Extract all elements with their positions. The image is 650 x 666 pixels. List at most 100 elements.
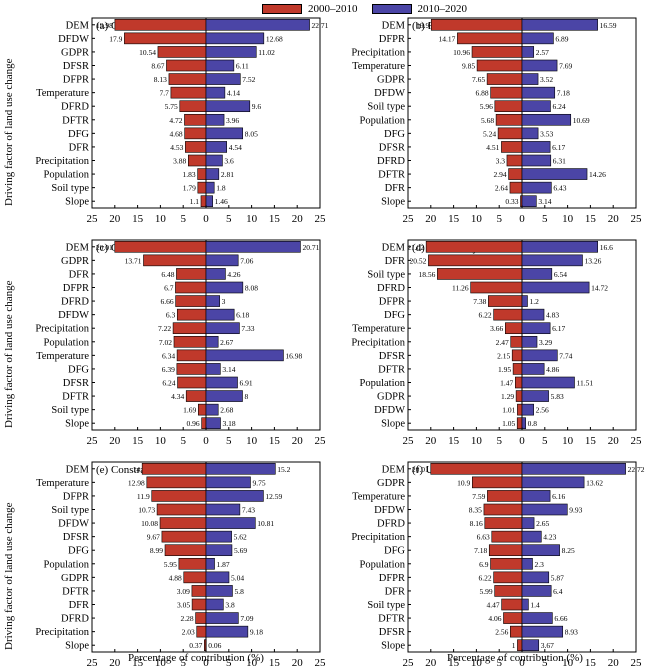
p1-value-label-2010-2020: 4.54 [229, 143, 242, 152]
p4-category-label: Slope [381, 419, 405, 430]
p6-category-label: Precipitation [351, 532, 405, 543]
p1-category-label: DFPR [63, 75, 89, 86]
p3-x-tick-label: 10 [246, 435, 258, 447]
p1-category-label: GDPR [61, 47, 89, 58]
p6-category-label: Slope [381, 641, 405, 652]
p1-bar-2000-2010 [179, 100, 207, 113]
p5-bar-2000-2010 [183, 571, 207, 584]
p6-category-label: DFDW [374, 505, 405, 516]
legend-label-series-a: 2000–2010 [308, 3, 358, 15]
p4-x-tick-label: 15 [448, 435, 460, 447]
p3-category-label: DFSR [63, 378, 89, 389]
p1-category-label: DFTR [62, 115, 89, 126]
p6-category-label: GDPR [377, 478, 405, 489]
p2-bar-2010-2020 [521, 32, 554, 45]
p4-bar-2000-2010 [428, 254, 523, 267]
p3-value-label-2010-2020: 8.08 [245, 284, 258, 293]
p5-x-tick-label: 10 [246, 657, 258, 666]
p3-bar-2010-2020 [205, 322, 240, 335]
p4-value-label-2010-2020: 6.54 [554, 270, 567, 279]
p2-value-label-2010-2020: 6.43 [553, 184, 566, 193]
p3-x-tick-label: 10 [155, 435, 167, 447]
p4-x-tick-label: 5 [542, 435, 548, 447]
p1-value-label-2010-2020: 6.11 [236, 62, 249, 71]
p2-bar-2000-2010 [471, 46, 523, 58]
p3-value-label-2010-2020: 7.06 [240, 256, 253, 265]
p4-value-label-2010-2020: 11.51 [576, 379, 593, 388]
p5-value-label-2010-2020: 7.43 [242, 506, 255, 515]
p1-bar-2010-2020 [205, 100, 251, 113]
p2-category-label: DFDW [374, 88, 405, 99]
p5-value-label-2000-2010: 5.95 [164, 560, 177, 569]
p3-bar-2000-2010 [175, 295, 207, 307]
p2-category-label: GDPR [377, 75, 405, 86]
p5-category-label: DFR [69, 600, 89, 611]
p4-value-label-2000-2010: 18.56 [418, 270, 435, 279]
p2-bar-2000-2010 [494, 100, 523, 113]
p6-value-label-2010-2020: 2.65 [536, 519, 549, 528]
p1-bar-2010-2020 [205, 141, 228, 153]
p3-category-label: Soil type [51, 405, 89, 416]
p5-x-tick-label: 5 [180, 657, 186, 666]
p4-value-label-2010-2020: 14.72 [591, 284, 608, 293]
p1-value-label-2000-2010: 4.72 [169, 116, 182, 125]
p4-value-label-2000-2010: 1.47 [500, 379, 513, 388]
p3-bar-2010-2020 [205, 376, 238, 389]
p3-category-label: DFRD [61, 297, 89, 308]
p1-value-label-2000-2010: 1.1 [190, 197, 200, 206]
p6-bar-2000-2010 [510, 625, 523, 638]
p5-bar-2010-2020 [205, 598, 224, 611]
p5-x-tick-label: 0 [203, 657, 209, 666]
p3-bar-2010-2020 [205, 295, 220, 307]
p1-x-tick-label: 25 [315, 213, 327, 225]
p4-value-label-2000-2010: 1.05 [502, 419, 515, 428]
p2-category-label: Slope [381, 197, 405, 208]
p3-bar-2000-2010 [176, 268, 207, 280]
p4-value-label-2010-2020: 3.29 [539, 338, 552, 347]
p5-category-label: DFPR [63, 491, 89, 502]
p1-value-label-2010-2020: 8.05 [245, 129, 258, 138]
p1-bar-2000-2010 [197, 168, 207, 180]
p5-bar-2010-2020 [205, 462, 276, 475]
p4-value-label-2000-2010: 1.01 [502, 406, 515, 415]
p1-bar-2010-2020 [205, 195, 213, 208]
p3-bar-2010-2020 [205, 335, 219, 348]
p2-value-label-2010-2020: 6.31 [553, 157, 566, 166]
p1-category-label: DEM [66, 20, 90, 31]
p2-bar-2010-2020 [521, 59, 558, 72]
p4-category-label: DFPR [379, 297, 405, 308]
p1-category-label: DFG [68, 129, 89, 140]
p1-bar-2010-2020 [205, 154, 223, 167]
p3-value-label-2010-2020: 3.18 [223, 419, 236, 428]
p4-value-label-2010-2020: 4.86 [546, 365, 559, 374]
p6-bar-2010-2020 [521, 598, 529, 611]
p2-value-label-2000-2010: 14.17 [439, 34, 456, 43]
p6-value-label-2000-2010: 5.99 [480, 587, 493, 596]
p4-bar-2000-2010 [514, 376, 523, 389]
p2-value-label-2010-2020: 7.18 [557, 89, 570, 98]
p5-bar-2010-2020 [205, 490, 264, 502]
p5-category-label: DFSR [63, 532, 89, 543]
p5-category-label: Soil type [51, 505, 89, 516]
p5-x-tick-label: 5 [226, 657, 232, 666]
p3-x-tick-label: 5 [180, 435, 186, 447]
p1-x-tick-label: 5 [180, 213, 186, 225]
p4-value-label-2010-2020: 0.8 [528, 419, 538, 428]
p4-category-label: GDPR [377, 392, 405, 403]
p6-bar-2000-2010 [471, 476, 523, 489]
p3-category-label: Population [43, 337, 89, 348]
p3-x-tick-label: 15 [132, 435, 144, 447]
p4-bar-2010-2020 [521, 363, 545, 375]
p3-category-label: DFG [68, 364, 89, 375]
p5-bar-2010-2020 [205, 571, 230, 584]
p6-bar-2000-2010 [491, 530, 523, 543]
p4-value-label-2000-2010: 6.22 [479, 311, 492, 320]
p6-value-label-2000-2010: 4.06 [488, 614, 501, 623]
p2-category-label: Precipitation [351, 47, 405, 58]
p1-x-tick-label: 25 [87, 213, 99, 225]
p6-category-label: Soil type [367, 600, 405, 611]
p1-value-label-2000-2010: 4.53 [170, 143, 183, 152]
p2-x-tick-label: 0 [519, 213, 525, 225]
p6-bar-2010-2020 [521, 612, 553, 624]
p5-value-label-2010-2020: 15.2 [277, 465, 290, 474]
